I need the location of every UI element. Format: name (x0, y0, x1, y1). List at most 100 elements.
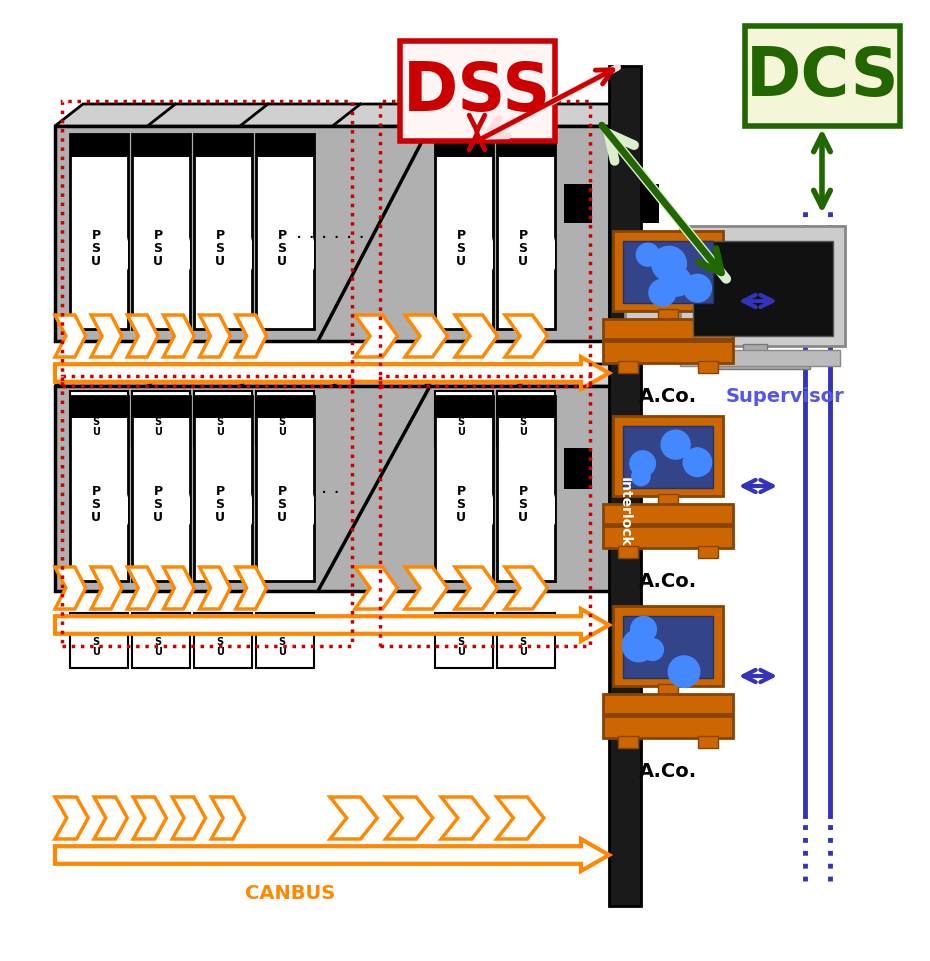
Text: P
S
U: P S U (154, 627, 162, 656)
Bar (132, 397, 190, 581)
Text: Interlock: Interlock (618, 477, 632, 547)
Polygon shape (505, 567, 548, 609)
Circle shape (652, 247, 686, 282)
Text: A.Co.: A.Co. (639, 761, 698, 780)
Text: P
S
U: P S U (456, 484, 466, 523)
Bar (698, 547, 718, 558)
Text: P
S
U: P S U (456, 229, 466, 267)
Bar (435, 135, 493, 159)
Polygon shape (55, 105, 638, 127)
Bar (132, 135, 190, 330)
Bar (256, 397, 314, 419)
Bar (256, 397, 314, 581)
Bar (700, 355, 810, 370)
Polygon shape (355, 315, 397, 357)
Circle shape (684, 275, 711, 303)
Circle shape (669, 656, 699, 688)
Circle shape (636, 244, 659, 267)
Circle shape (631, 468, 650, 486)
Polygon shape (405, 315, 447, 357)
Text: · ·: · · (321, 483, 339, 503)
Polygon shape (135, 397, 190, 526)
Polygon shape (135, 135, 190, 271)
Bar (194, 397, 252, 419)
Circle shape (686, 449, 708, 470)
Polygon shape (236, 315, 267, 357)
Bar (62, 377, 352, 647)
Text: P
S
U: P S U (518, 484, 528, 523)
Text: Supervisor: Supervisor (725, 386, 844, 406)
Polygon shape (236, 567, 267, 609)
Text: DCS: DCS (746, 44, 899, 110)
Text: P
S
U: P S U (153, 229, 163, 267)
Bar (435, 391, 493, 447)
Bar (256, 135, 314, 330)
Bar (497, 613, 555, 668)
Bar (564, 448, 592, 489)
Polygon shape (197, 397, 252, 526)
Bar (194, 135, 252, 330)
Bar (435, 397, 493, 581)
Bar (400, 42, 555, 142)
Bar (132, 391, 190, 447)
Bar (680, 227, 845, 347)
Text: P
S
U: P S U (92, 407, 100, 436)
Bar (618, 547, 638, 558)
Bar (623, 427, 713, 488)
Bar (623, 616, 713, 678)
Polygon shape (500, 397, 555, 526)
Bar (680, 351, 840, 366)
Bar (613, 232, 723, 311)
Text: P
S
U: P S U (215, 484, 225, 523)
Bar (613, 606, 723, 686)
Bar (70, 613, 128, 668)
Text: P
S
U: P S U (458, 627, 465, 656)
Bar (435, 613, 493, 668)
Polygon shape (73, 397, 128, 526)
Bar (55, 127, 610, 342)
Text: P
S
U: P S U (91, 484, 101, 523)
Polygon shape (127, 315, 158, 357)
Polygon shape (438, 397, 493, 526)
Bar (256, 135, 314, 159)
Polygon shape (55, 315, 86, 357)
Bar (380, 102, 590, 386)
Bar (62, 102, 352, 386)
Text: P
S
U: P S U (519, 627, 527, 656)
Polygon shape (259, 397, 314, 526)
Text: A.Co.: A.Co. (639, 386, 698, 406)
Polygon shape (127, 567, 158, 609)
Bar (658, 309, 678, 322)
Text: · · · · · ·: · · · · · · (296, 229, 365, 248)
Text: P
S
U: P S U (277, 484, 287, 523)
Bar (497, 391, 555, 447)
Bar (658, 684, 678, 697)
Bar (625, 238, 677, 354)
Polygon shape (164, 315, 194, 357)
Bar (70, 135, 128, 159)
Polygon shape (259, 135, 314, 271)
Bar (743, 345, 767, 357)
Bar (256, 391, 314, 447)
Bar (194, 135, 252, 159)
Bar (55, 386, 610, 591)
Bar (435, 397, 493, 419)
Bar (70, 391, 128, 447)
Bar (435, 135, 493, 330)
Text: P
S
U: P S U (91, 229, 101, 267)
Polygon shape (91, 315, 122, 357)
Polygon shape (386, 798, 432, 839)
Polygon shape (172, 798, 206, 839)
Polygon shape (610, 105, 638, 342)
Polygon shape (500, 135, 555, 271)
Circle shape (630, 452, 656, 477)
Text: P
S
U: P S U (519, 407, 527, 436)
Bar (70, 135, 128, 330)
Polygon shape (455, 567, 498, 609)
Polygon shape (211, 798, 245, 839)
Bar (132, 397, 190, 419)
Bar (603, 694, 733, 714)
Circle shape (649, 280, 676, 307)
Bar (497, 135, 555, 159)
Polygon shape (55, 839, 609, 871)
